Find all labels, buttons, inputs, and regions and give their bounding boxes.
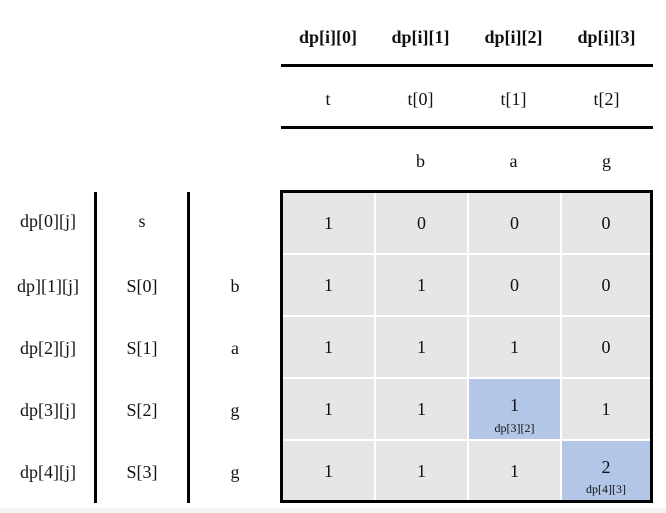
row-s-label-0: s — [138, 210, 146, 231]
left-separator-1 — [94, 192, 97, 503]
middle-rule — [281, 126, 653, 129]
dp-cell-4-0: 1 — [283, 441, 374, 500]
dp-cell-3-1: 1 — [376, 379, 467, 439]
row-s-label-1: S[0] — [126, 275, 158, 296]
dp-cell-2-0: 1 — [283, 317, 374, 377]
dp-cell-1-3: 0 — [562, 255, 650, 315]
dp-value: 0 — [417, 213, 426, 233]
dp-table-grid: 1 0 0 0 1 1 0 0 1 1 1 0 1 1 1 dp[3][2] 1… — [280, 190, 653, 503]
dp-cell-0-2: 0 — [469, 193, 560, 253]
dp-cell-4-2: 1 — [469, 441, 560, 500]
t-row-label-0: t — [325, 88, 331, 109]
dp-value: 1 — [510, 460, 519, 481]
row-char-label-1: b — [230, 275, 240, 296]
row-char-label-0 — [190, 206, 280, 236]
row-char-label-3: g — [230, 399, 240, 420]
dp-value: 1 — [324, 213, 333, 233]
dp-cell-4-3-highlighted: 2 dp[4][3] — [562, 441, 650, 500]
dp-cell-1-2: 0 — [469, 255, 560, 315]
t-row-label-2: t[1] — [500, 88, 527, 109]
dp-value: 1 — [324, 337, 333, 357]
t-char-3: g — [602, 150, 611, 171]
highlight-label: dp[4][3] — [586, 482, 626, 496]
dp-cell-1-1: 1 — [376, 255, 467, 315]
dp-value: 0 — [601, 275, 611, 295]
column-header-3: dp[i][3] — [577, 26, 636, 47]
dp-value: 1 — [510, 337, 519, 357]
t-char-1: b — [416, 150, 425, 171]
dp-cell-0-0: 1 — [283, 193, 374, 253]
t-row-label-3: t[2] — [593, 88, 620, 109]
dp-cell-2-1: 1 — [376, 317, 467, 377]
dp-cell-1-0: 1 — [283, 255, 374, 315]
row-dp-label-0: dp[0][j] — [20, 210, 76, 231]
dp-cell-2-2: 1 — [469, 317, 560, 377]
left-separator-2 — [187, 192, 190, 503]
dp-cell-3-0: 1 — [283, 379, 374, 439]
t-row-label-1: t[0] — [407, 88, 434, 109]
dp-cell-3-3: 1 — [562, 379, 650, 439]
dp-value: 1 — [324, 275, 333, 295]
column-header-1: dp[i][1] — [391, 26, 450, 47]
row-char-label-4: g — [230, 461, 240, 482]
top-rule — [281, 64, 653, 67]
highlight-label: dp[3][2] — [494, 421, 535, 435]
dp-value: 1 — [417, 460, 426, 481]
dp-value: 2 — [601, 456, 611, 477]
dp-cell-0-3: 0 — [562, 193, 650, 253]
row-char-label-2: a — [231, 337, 239, 358]
dp-value: 1 — [510, 395, 519, 415]
dp-cell-2-3: 0 — [562, 317, 650, 377]
row-dp-label-1: dp][1][j] — [17, 275, 79, 296]
dp-value: 1 — [324, 460, 333, 481]
dp-value: 0 — [510, 213, 519, 233]
bottom-strip — [0, 508, 666, 513]
dp-cell-0-1: 0 — [376, 193, 467, 253]
dp-value: 1 — [417, 399, 426, 419]
row-dp-label-3: dp[3][j] — [20, 399, 76, 420]
dp-value: 0 — [510, 275, 519, 295]
row-s-label-4: S[3] — [126, 461, 158, 482]
t-char-2: a — [509, 150, 518, 171]
dp-value: 0 — [601, 337, 611, 357]
dp-cell-4-1: 1 — [376, 441, 467, 500]
column-header-0: dp[i][0] — [299, 26, 357, 47]
dp-value: 1 — [417, 275, 426, 295]
row-dp-label-2: dp[2][j] — [20, 337, 76, 358]
row-dp-label-4: dp[4][j] — [20, 461, 76, 482]
dp-value: 0 — [601, 213, 611, 233]
row-s-label-3: S[2] — [126, 399, 158, 420]
dp-cell-3-2-highlighted: 1 dp[3][2] — [469, 379, 560, 439]
dp-value: 1 — [601, 399, 611, 419]
column-header-2: dp[i][2] — [484, 26, 543, 47]
row-s-label-2: S[1] — [126, 337, 158, 358]
dp-value: 1 — [417, 337, 426, 357]
dp-value: 1 — [324, 399, 333, 419]
